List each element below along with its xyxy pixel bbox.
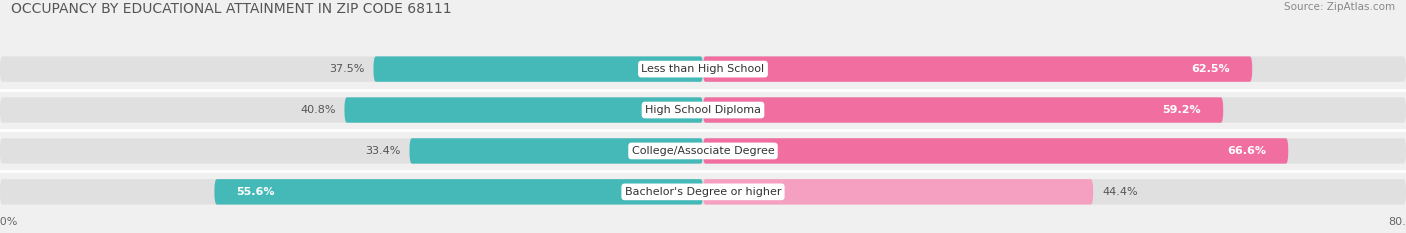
- Text: Source: ZipAtlas.com: Source: ZipAtlas.com: [1284, 2, 1395, 12]
- Text: 44.4%: 44.4%: [1102, 187, 1137, 197]
- Text: 33.4%: 33.4%: [366, 146, 401, 156]
- Text: College/Associate Degree: College/Associate Degree: [631, 146, 775, 156]
- FancyBboxPatch shape: [374, 56, 703, 82]
- FancyBboxPatch shape: [703, 97, 1223, 123]
- Text: High School Diploma: High School Diploma: [645, 105, 761, 115]
- FancyBboxPatch shape: [703, 179, 1094, 205]
- Text: 62.5%: 62.5%: [1192, 64, 1230, 74]
- Text: 66.6%: 66.6%: [1227, 146, 1267, 156]
- FancyBboxPatch shape: [703, 138, 1288, 164]
- FancyBboxPatch shape: [0, 179, 1406, 205]
- FancyBboxPatch shape: [0, 138, 1406, 164]
- FancyBboxPatch shape: [409, 138, 703, 164]
- FancyBboxPatch shape: [344, 97, 703, 123]
- FancyBboxPatch shape: [215, 179, 703, 205]
- FancyBboxPatch shape: [0, 97, 1406, 123]
- FancyBboxPatch shape: [703, 56, 1253, 82]
- Text: 55.6%: 55.6%: [236, 187, 276, 197]
- FancyBboxPatch shape: [0, 56, 1406, 82]
- Text: 37.5%: 37.5%: [329, 64, 364, 74]
- Text: OCCUPANCY BY EDUCATIONAL ATTAINMENT IN ZIP CODE 68111: OCCUPANCY BY EDUCATIONAL ATTAINMENT IN Z…: [11, 2, 451, 16]
- Text: 40.8%: 40.8%: [301, 105, 336, 115]
- Text: Less than High School: Less than High School: [641, 64, 765, 74]
- Text: Bachelor's Degree or higher: Bachelor's Degree or higher: [624, 187, 782, 197]
- Text: 59.2%: 59.2%: [1163, 105, 1201, 115]
